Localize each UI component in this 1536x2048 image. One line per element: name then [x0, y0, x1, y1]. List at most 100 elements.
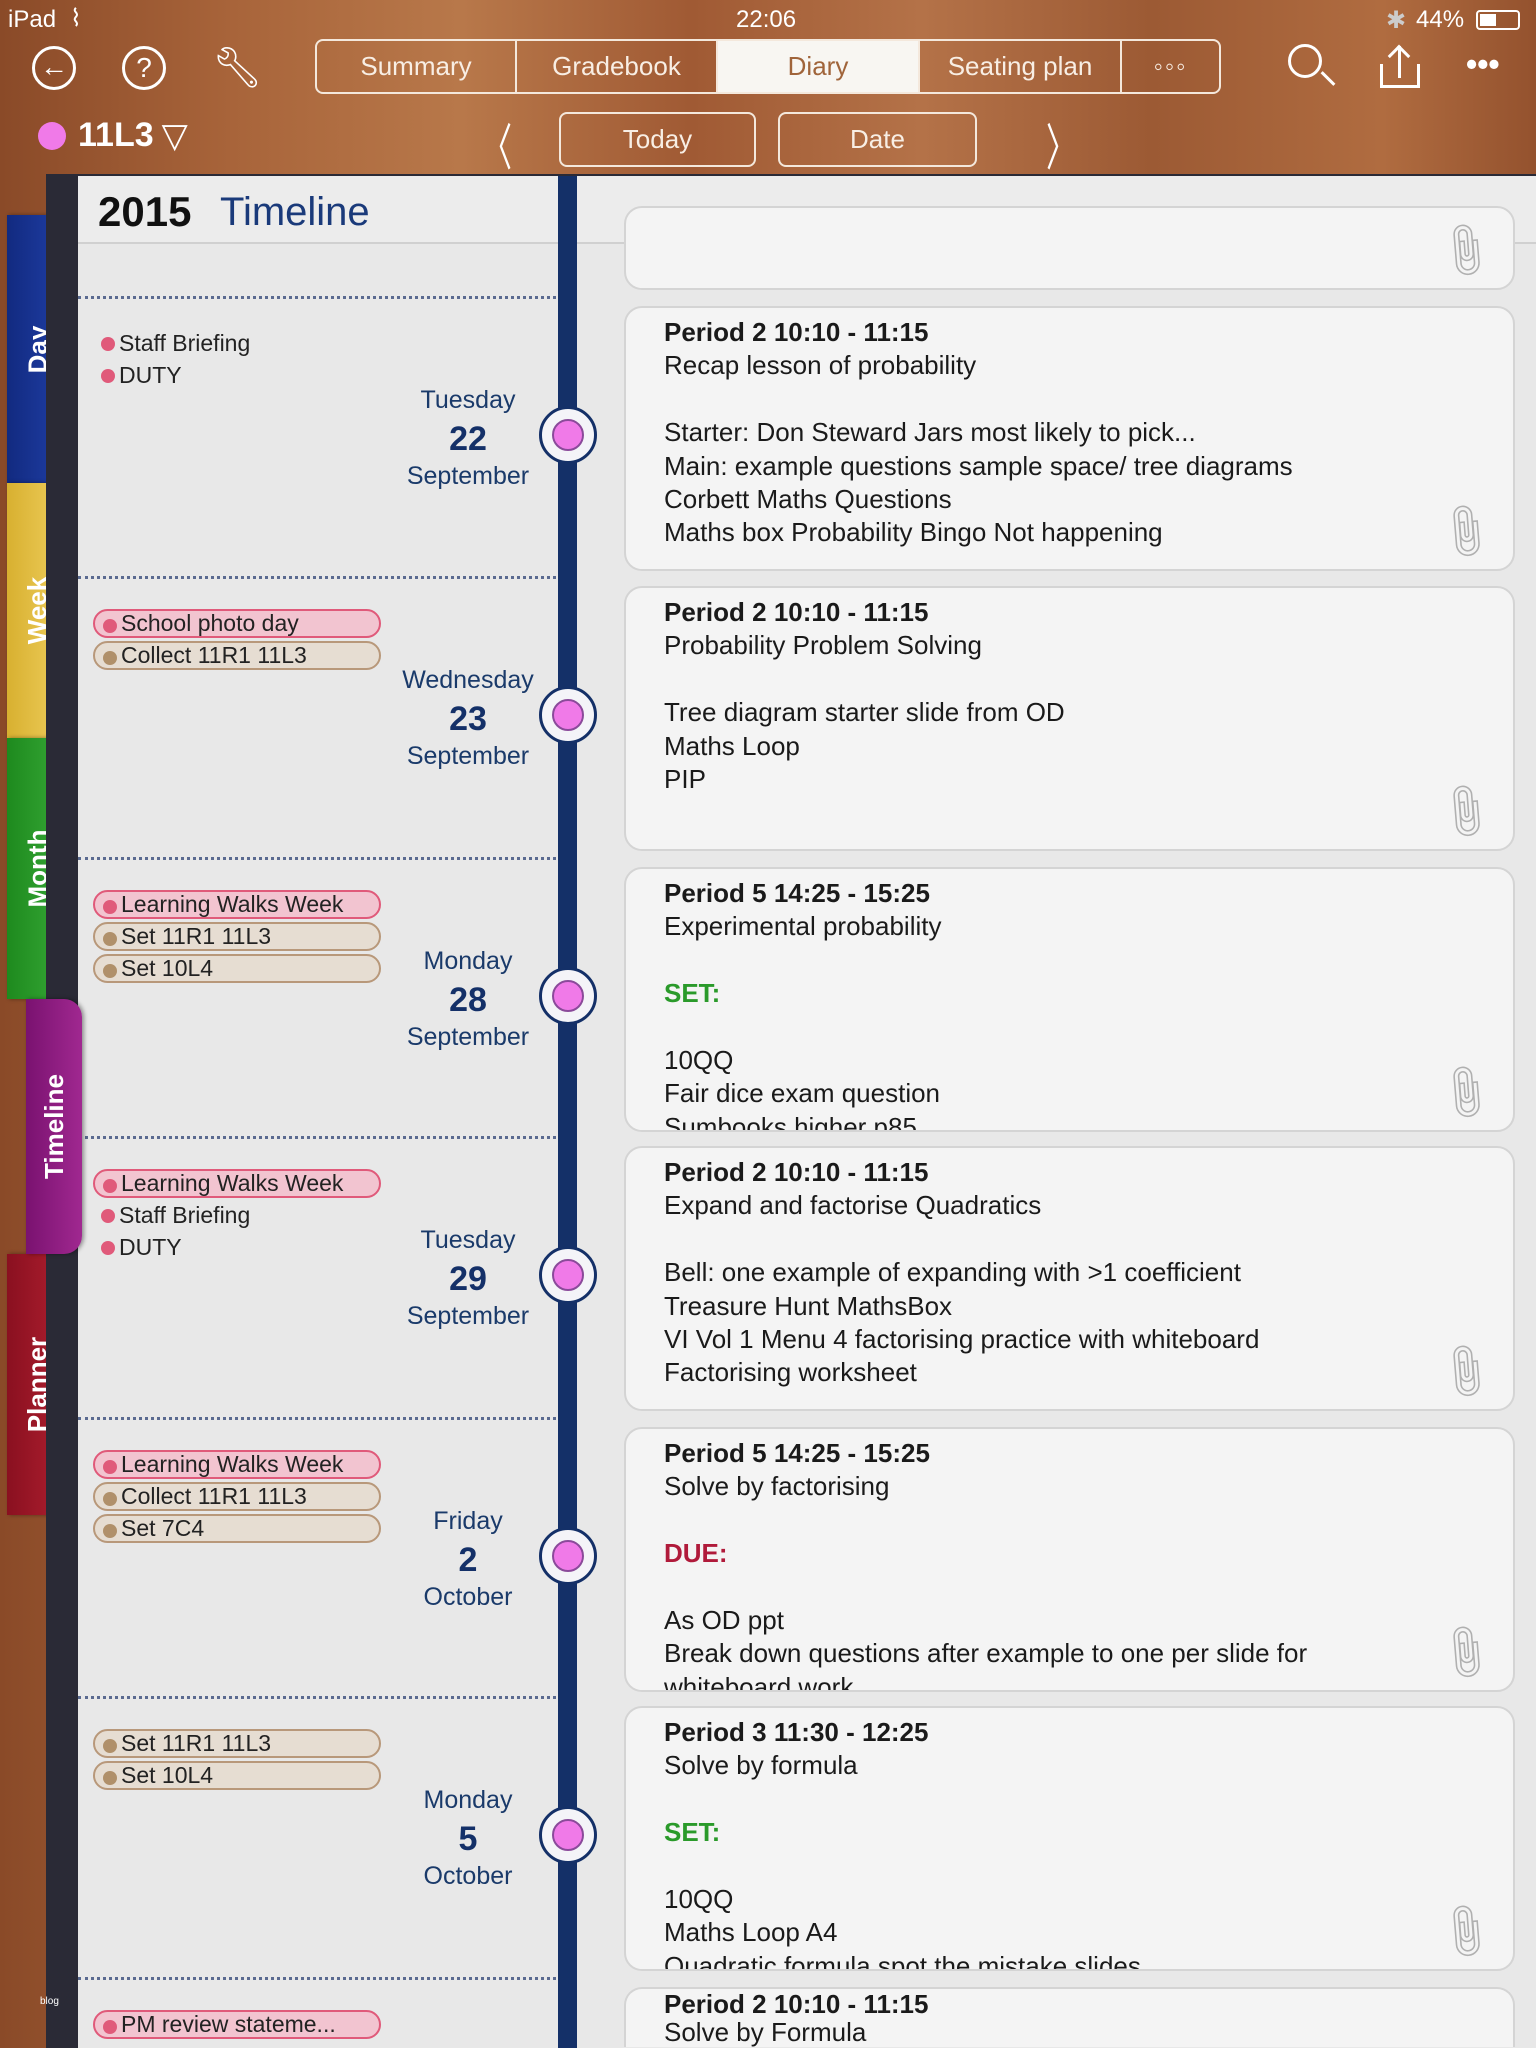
timeline-node[interactable] [539, 686, 597, 744]
timeline-node[interactable] [539, 1806, 597, 1864]
clock: 22:06 [736, 6, 797, 33]
homework-set-label: SET: [664, 978, 721, 1009]
event-item[interactable]: Set 10L4 [93, 1761, 381, 1790]
event-dot-icon [103, 1771, 117, 1785]
back-icon[interactable]: ← [32, 46, 76, 90]
wrench-icon[interactable]: 🔧︎ [212, 46, 263, 90]
event-label: Staff Briefing [119, 1202, 251, 1228]
event-label: Set 10L4 [121, 955, 214, 981]
timeline-node[interactable] [539, 1527, 597, 1585]
lesson-note-line: Quadratic formula spot the mistake slide… [664, 1950, 1141, 1971]
lesson-note-line: Recap lesson of probability [664, 350, 977, 381]
timeline-node[interactable] [539, 1246, 597, 1304]
year-title: 2015 [98, 188, 192, 235]
previous-icon[interactable]: 〈 [482, 120, 512, 176]
today-button[interactable]: Today [559, 112, 756, 167]
day-separator [78, 1417, 556, 1420]
lesson-card[interactable]: Period 3 11:30 - 12:25 Solve by formula SE… [624, 1706, 1515, 1971]
event-item[interactable]: Learning Walks Week [93, 1450, 381, 1479]
lesson-note-line: Starter: Don Steward Jars most likely to… [664, 417, 1196, 448]
lesson-card[interactable]: Period 5 14:25 - 15:25 Experimental proba… [624, 867, 1515, 1132]
tab-seating-plan[interactable]: Seating plan [920, 41, 1122, 92]
event-dot-icon [101, 337, 115, 351]
class-selector[interactable]: 11L3 ▽ [78, 116, 188, 156]
tab-gradebook[interactable]: Gradebook [517, 41, 718, 92]
lesson-card[interactable]: Period 5 14:25 - 15:25 Solve by factorisi… [624, 1427, 1515, 1692]
lesson-note-line: Tree diagram starter slide from OD [664, 697, 1065, 728]
lesson-period: Period 5 14:25 - 15:25 [664, 1438, 930, 1468]
event-item[interactable]: Collect 11R1 11L3 [93, 641, 381, 670]
event-label: Set 11R1 11L3 [121, 1730, 272, 1756]
tab-more[interactable]: ◦◦◦ [1153, 51, 1188, 81]
event-item[interactable]: Set 7C4 [93, 1514, 381, 1543]
event-item[interactable]: Learning Walks Week [93, 1169, 381, 1198]
month: September [406, 1023, 530, 1051]
lesson-note-line [664, 383, 1513, 416]
event-item[interactable]: PM review stateme... [93, 2010, 381, 2039]
event-item[interactable]: Set 10L4 [93, 954, 381, 983]
lesson-note-line: PIP [664, 763, 706, 794]
side-tab-timeline[interactable]: Timeline [26, 999, 82, 1254]
event-item[interactable]: DUTY [93, 361, 381, 390]
homework-set-label: SET: [664, 1817, 721, 1848]
search-icon[interactable] [1288, 44, 1336, 86]
timeline-node[interactable] [539, 406, 597, 464]
timeline-page[interactable]: 2015 Timeline 📎︎ Staff Briefing DUTY Tuesd… [78, 176, 1536, 2048]
day-separator [78, 1136, 556, 1139]
weekday: Wednesday [402, 666, 534, 694]
lesson-card[interactable]: Period 2 10:10 - 11:15 Probability Proble… [624, 586, 1515, 851]
lesson-note-line: Factorising worksheet [664, 1357, 917, 1388]
lesson-note-line: Bell: one example of expanding with >1 c… [664, 1257, 1241, 1288]
next-icon[interactable]: 〉 [1046, 120, 1076, 176]
lesson-period: Period 2 10:10 - 11:15 [664, 317, 929, 347]
battery-percent: 44% [1416, 6, 1465, 33]
event-label: Set 11R1 11L3 [121, 923, 272, 949]
help-icon[interactable]: ? [122, 46, 166, 90]
day-separator [78, 857, 556, 860]
lesson-card[interactable]: Period 2 10:10 - 11:15 Solve by Formula [624, 1987, 1515, 2047]
view-title: Timeline [220, 190, 370, 234]
day-number: 29 [449, 1260, 487, 1298]
class-color-dot [38, 122, 66, 150]
lesson-note-line: Solve by factorising [664, 1471, 890, 1502]
timeline-node[interactable] [539, 967, 597, 1025]
event-label: Learning Walks Week [121, 891, 344, 917]
lesson-card[interactable]: 📎︎ [624, 206, 1515, 290]
day-separator [78, 1696, 556, 1699]
lesson-card[interactable]: Period 2 10:10 - 11:15 Expand and factori… [624, 1146, 1515, 1411]
event-item[interactable]: DUTY [93, 1233, 381, 1262]
day-separator [78, 1977, 556, 1980]
event-dot-icon [101, 1241, 115, 1255]
event-dot-icon [103, 964, 117, 978]
event-item[interactable]: School photo day [93, 609, 381, 638]
lesson-note-line: Expand and factorise Quadratics [664, 1190, 1042, 1221]
wifi-icon: ⌇ [70, 5, 82, 32]
tab-diary[interactable]: Diary [718, 41, 920, 92]
event-item[interactable]: Set 11R1 11L3 [93, 1729, 381, 1758]
weekday: Tuesday [420, 1226, 516, 1254]
event-label: Collect 11R1 11L3 [121, 1483, 307, 1509]
lesson-note-line [664, 663, 1513, 696]
event-item[interactable]: Staff Briefing [93, 329, 381, 358]
lesson-period: Period 2 10:10 - 11:15 [664, 1157, 929, 1187]
lesson-period: Period 2 10:10 - 11:15 [664, 597, 929, 627]
more-options-icon[interactable]: ••• [1466, 46, 1500, 82]
lesson-note-line: Probability Problem Solving [664, 630, 982, 661]
paperclip-icon[interactable]: 📎︎ [1431, 217, 1499, 285]
lesson-note-line: As OD ppt [664, 1604, 784, 1635]
event-item[interactable]: Set 11R1 11L3 [93, 922, 381, 951]
date-button[interactable]: Date [778, 112, 977, 167]
day-separator [78, 576, 556, 579]
event-label: Set 10L4 [121, 1762, 214, 1788]
lesson-note-line: 10QQ [664, 1044, 734, 1075]
share-icon[interactable] [1380, 44, 1420, 90]
day-separator [78, 296, 556, 299]
event-item[interactable]: Collect 11R1 11L3 [93, 1482, 381, 1511]
lesson-period: Period 5 14:25 - 15:25 [664, 878, 930, 908]
lesson-note-line [664, 1850, 1513, 1883]
lesson-card[interactable]: Period 2 10:10 - 11:15 Recap lesson of pr… [624, 306, 1515, 571]
event-item[interactable]: Learning Walks Week [93, 890, 381, 919]
event-item[interactable]: Staff Briefing [93, 1201, 381, 1230]
day-number: 5 [458, 1820, 478, 1858]
tab-summary[interactable]: Summary [317, 41, 517, 92]
